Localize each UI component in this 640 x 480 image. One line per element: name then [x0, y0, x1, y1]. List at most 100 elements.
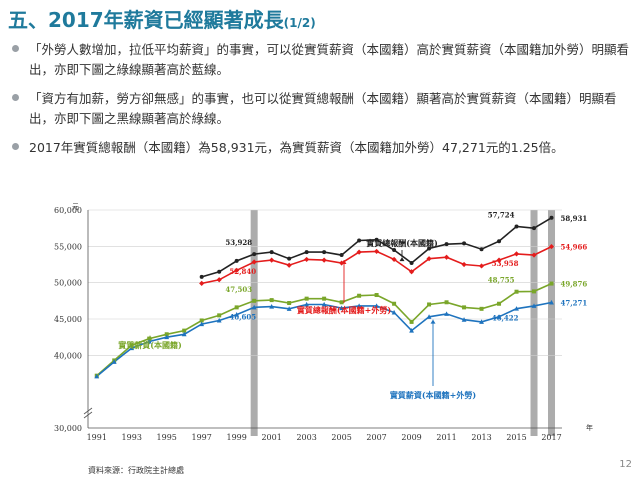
x-tick-label: 1997	[192, 433, 212, 442]
data-point	[356, 303, 362, 308]
callout-arrow-icon	[399, 257, 405, 262]
bullet-item: 「資方有加薪，勞方卻無感」的事實，也可以從實質總報酬（本國籍）顯著高於實質薪資（…	[6, 89, 634, 129]
data-point	[129, 345, 135, 351]
data-point	[496, 314, 502, 319]
point-label: 54,966	[561, 243, 588, 252]
data-point	[234, 258, 239, 263]
point-label: 53,958	[492, 259, 519, 268]
data-point	[164, 334, 170, 340]
callout-arrow-icon	[430, 319, 436, 324]
data-point	[129, 343, 134, 348]
point-label: 47,503	[225, 285, 252, 294]
point-label: 47,271	[561, 298, 588, 307]
data-point	[199, 321, 205, 327]
data-point	[427, 302, 432, 307]
data-point	[251, 304, 257, 310]
data-point	[461, 261, 467, 268]
data-point	[531, 303, 537, 308]
data-point	[286, 306, 292, 311]
y-tick-label: 45,000	[54, 315, 82, 324]
bullet-text: 2017年實質總報酬（本國籍）為58,931元，為實質薪資（本國籍加外勞）47,…	[29, 140, 564, 155]
bullet-list: 「外勞人數增加，拉低平均薪資」的事實，可以從實質薪資（本國籍）高於實質薪資（本國…	[6, 40, 634, 167]
data-point	[164, 332, 169, 337]
data-point	[234, 312, 240, 317]
x-tick-label: 1999	[226, 433, 246, 442]
data-point	[549, 299, 554, 305]
data-point	[252, 298, 257, 303]
y-tick-label: 40,000	[54, 351, 82, 360]
data-point	[479, 247, 484, 252]
x-tick-label: 2013	[471, 433, 491, 442]
data-point	[304, 301, 310, 307]
callout-arrow-icon	[147, 335, 153, 340]
data-point	[357, 293, 362, 298]
data-point	[199, 274, 204, 279]
data-point	[181, 331, 187, 337]
data-point	[532, 226, 537, 231]
data-point	[321, 301, 327, 307]
data-point	[304, 256, 310, 263]
point-label: 48,755	[488, 276, 515, 285]
y-tick-label: 30,000	[54, 424, 82, 433]
data-point	[514, 224, 519, 229]
x-tick-label: 1995	[157, 433, 177, 442]
point-label: 58,931	[561, 214, 588, 223]
data-point	[94, 373, 100, 379]
x-tick-label: 2011	[436, 433, 456, 442]
data-point	[392, 247, 397, 252]
data-point	[373, 248, 380, 255]
data-point	[339, 253, 344, 258]
point-label: 49,876	[561, 280, 588, 289]
legend-label: 實質總報酬(本國籍)	[366, 238, 438, 248]
data-point	[391, 256, 397, 263]
data-point	[111, 359, 117, 364]
data-point	[356, 249, 362, 255]
data-point	[497, 239, 502, 244]
data-point	[443, 254, 450, 260]
data-point	[549, 281, 554, 286]
point-label: 57,724	[488, 211, 515, 220]
x-tick-label: 2017	[541, 433, 561, 442]
x-tick-label: 2005	[331, 433, 351, 442]
shaded-year-bar	[250, 210, 258, 436]
data-point	[374, 303, 379, 308]
point-label: 52,840	[229, 267, 256, 276]
data-point	[497, 301, 502, 306]
data-point	[339, 260, 345, 266]
data-point	[514, 289, 519, 294]
shaded-year-bar	[548, 210, 556, 436]
legend-label: 實質總報酬(本國籍+外勞)	[297, 305, 391, 315]
x-tick-label: 2003	[296, 433, 316, 442]
point-label: 53,928	[225, 238, 252, 247]
data-point	[374, 293, 379, 298]
data-point	[444, 300, 449, 305]
data-point	[182, 328, 187, 333]
data-point	[269, 304, 275, 309]
callout-arrow-icon	[341, 260, 347, 265]
data-point	[392, 301, 397, 306]
data-point	[409, 261, 414, 266]
page-title-main: 五、2017年薪資已經顯著成長	[8, 8, 284, 32]
data-point	[514, 306, 519, 311]
point-label: 46,605	[229, 312, 256, 321]
data-point	[461, 317, 467, 322]
data-point	[549, 215, 554, 220]
data-point	[269, 250, 274, 255]
x-tick-label: 1991	[87, 433, 107, 442]
data-point	[286, 262, 292, 268]
data-point	[391, 309, 397, 315]
data-point	[216, 317, 222, 323]
x-tick-label: 2015	[506, 433, 526, 442]
data-point	[426, 314, 432, 319]
data-point	[304, 250, 309, 255]
data-point	[427, 246, 432, 251]
x-unit-label: 年	[586, 423, 593, 432]
data-point	[479, 306, 484, 311]
data-point	[339, 305, 345, 311]
data-point	[287, 256, 292, 261]
data-point	[496, 257, 502, 263]
data-point	[357, 238, 362, 243]
data-point	[199, 280, 205, 286]
y-tick-label: 50,000	[54, 279, 82, 288]
